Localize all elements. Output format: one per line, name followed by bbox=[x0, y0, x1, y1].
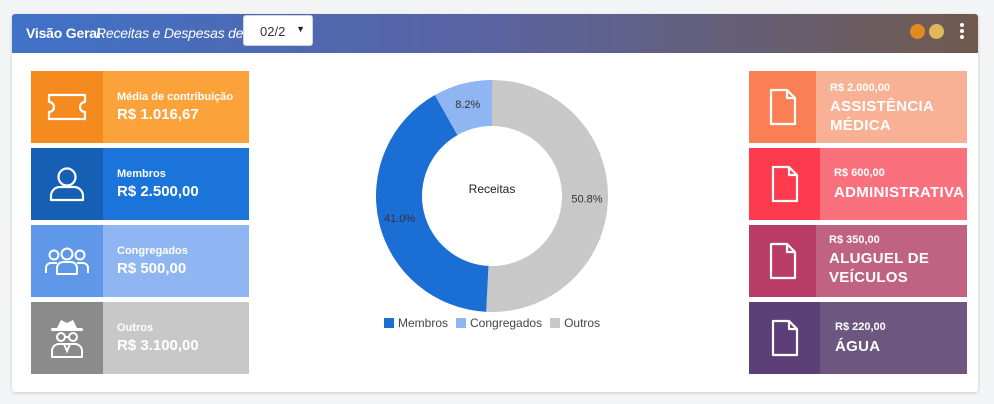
tile-label: Média de contribuição bbox=[117, 91, 234, 103]
legend-item-outros[interactable]: Outros bbox=[550, 316, 600, 330]
tile-icon-box bbox=[749, 71, 816, 143]
overview-card: Visão Geral Receitas e Despesas de 02/2 … bbox=[12, 14, 978, 392]
donut-center-label: Receitas bbox=[469, 182, 516, 196]
legend-label: Congregados bbox=[470, 316, 543, 330]
income-tile-congregants[interactable]: Congregados R$ 500,00 bbox=[31, 225, 249, 297]
tile-text: Congregados R$ 500,00 bbox=[103, 225, 249, 297]
legend-swatch bbox=[456, 318, 467, 328]
more-options-icon[interactable] bbox=[960, 23, 964, 41]
legend-label: Outros bbox=[564, 316, 601, 330]
tile-icon-box bbox=[31, 148, 103, 220]
tile-text: R$ 600,00 ADMINISTRATIVA bbox=[820, 148, 967, 220]
slice-value-label: 8.2% bbox=[455, 99, 480, 111]
tile-label: Congregados bbox=[117, 245, 188, 257]
tile-amount: R$ 3.100,00 bbox=[117, 337, 199, 354]
tile-label: Outros bbox=[117, 322, 154, 334]
tile-name: ADMINISTRATIVA bbox=[834, 183, 964, 202]
spy-icon bbox=[51, 320, 83, 358]
income-tile-average[interactable]: Média de contribuição R$ 1.016,67 bbox=[31, 71, 249, 143]
income-donut-chart: 50.8% 41.0% 8.2% Receitas bbox=[376, 80, 609, 312]
tile-text: R$ 2.000,00 ASSISTÊNCIA MÉDICA bbox=[816, 71, 967, 143]
tile-amount: R$ 600,00 bbox=[834, 167, 885, 179]
tile-icon-box bbox=[749, 302, 820, 374]
tile-text: Média de contribuição R$ 1.016,67 bbox=[103, 71, 249, 143]
legend-swatch bbox=[384, 318, 394, 328]
tile-amount: R$ 500,00 bbox=[117, 260, 187, 277]
period-select-value: 02/2 bbox=[260, 24, 286, 39]
tile-name: ALUGUEL DE VEÍCULOS bbox=[829, 249, 929, 287]
legend-item-membros[interactable]: Membros bbox=[384, 316, 448, 330]
card-header: Visão Geral Receitas e Despesas de 02/2 … bbox=[12, 14, 978, 53]
document-icon bbox=[771, 319, 798, 357]
tile-icon-box bbox=[749, 225, 816, 297]
chart-legend: Membros Congregados Outros bbox=[384, 316, 600, 330]
tile-name-line: VEÍCULOS bbox=[829, 269, 909, 286]
ticket-icon bbox=[47, 93, 87, 121]
slice-value-label: 50.8% bbox=[571, 193, 602, 205]
tile-amount: R$ 350,00 bbox=[829, 234, 880, 246]
page-subtitle: Receitas e Despesas de bbox=[96, 25, 244, 41]
tile-amount: R$ 2.000,00 bbox=[830, 82, 890, 94]
tile-name-line: ALUGUEL DE bbox=[829, 250, 930, 267]
donut-slice-membros[interactable] bbox=[376, 95, 489, 312]
expense-tile-water[interactable]: R$ 220,00 ÁGUA bbox=[749, 302, 967, 374]
income-tile-others[interactable]: Outros R$ 3.100,00 bbox=[31, 302, 249, 374]
chevron-down-icon: ▼ bbox=[296, 24, 305, 34]
user-icon bbox=[49, 167, 85, 202]
donut-slice-outros[interactable] bbox=[486, 80, 609, 312]
tile-amount: R$ 2.500,00 bbox=[117, 183, 199, 200]
document-icon bbox=[769, 88, 796, 126]
tile-amount: R$ 220,00 bbox=[835, 321, 886, 333]
document-icon bbox=[769, 242, 796, 280]
expense-tile-vehicle-rental[interactable]: R$ 350,00 ALUGUEL DE VEÍCULOS bbox=[749, 225, 967, 297]
tile-name-line: ASSISTÊNCIA bbox=[830, 98, 935, 115]
status-dot-yellow[interactable] bbox=[929, 24, 944, 39]
tile-amount: R$ 1.016,67 bbox=[117, 106, 199, 123]
tile-name-line: MÉDICA bbox=[830, 117, 891, 134]
tile-name-line: ADMINISTRATIVA bbox=[834, 184, 965, 201]
document-icon bbox=[771, 165, 798, 203]
expense-tile-administrative[interactable]: R$ 600,00 ADMINISTRATIVA bbox=[749, 148, 967, 220]
period-select[interactable]: 02/2 ▼ bbox=[243, 15, 313, 46]
tile-text: R$ 220,00 ÁGUA bbox=[820, 302, 967, 374]
legend-label: Membros bbox=[398, 316, 449, 330]
slice-value-label: 41.0% bbox=[384, 213, 415, 225]
tile-text: R$ 350,00 ALUGUEL DE VEÍCULOS bbox=[816, 225, 967, 297]
tile-label: Membros bbox=[117, 168, 166, 180]
donut-slice-congregados[interactable] bbox=[434, 80, 492, 136]
income-tile-members[interactable]: Membros R$ 2.500,00 bbox=[31, 148, 249, 220]
tile-name: ASSISTÊNCIA MÉDICA bbox=[830, 97, 934, 135]
page-title: Visão Geral bbox=[26, 25, 101, 41]
tile-icon-box bbox=[31, 225, 103, 297]
legend-item-congregados[interactable]: Congregados bbox=[456, 316, 542, 330]
group-icon bbox=[45, 247, 89, 275]
tile-name-line: ÁGUA bbox=[835, 338, 881, 355]
expense-tile-medical[interactable]: R$ 2.000,00 ASSISTÊNCIA MÉDICA bbox=[749, 71, 967, 143]
status-dot-orange[interactable] bbox=[910, 24, 925, 39]
legend-swatch bbox=[550, 318, 561, 328]
tile-text: Outros R$ 3.100,00 bbox=[103, 302, 249, 374]
tile-text: Membros R$ 2.500,00 bbox=[103, 148, 249, 220]
tile-name: ÁGUA bbox=[835, 337, 880, 356]
tile-icon-box bbox=[31, 302, 103, 374]
tile-icon-box bbox=[749, 148, 820, 220]
tile-icon-box bbox=[31, 71, 103, 143]
